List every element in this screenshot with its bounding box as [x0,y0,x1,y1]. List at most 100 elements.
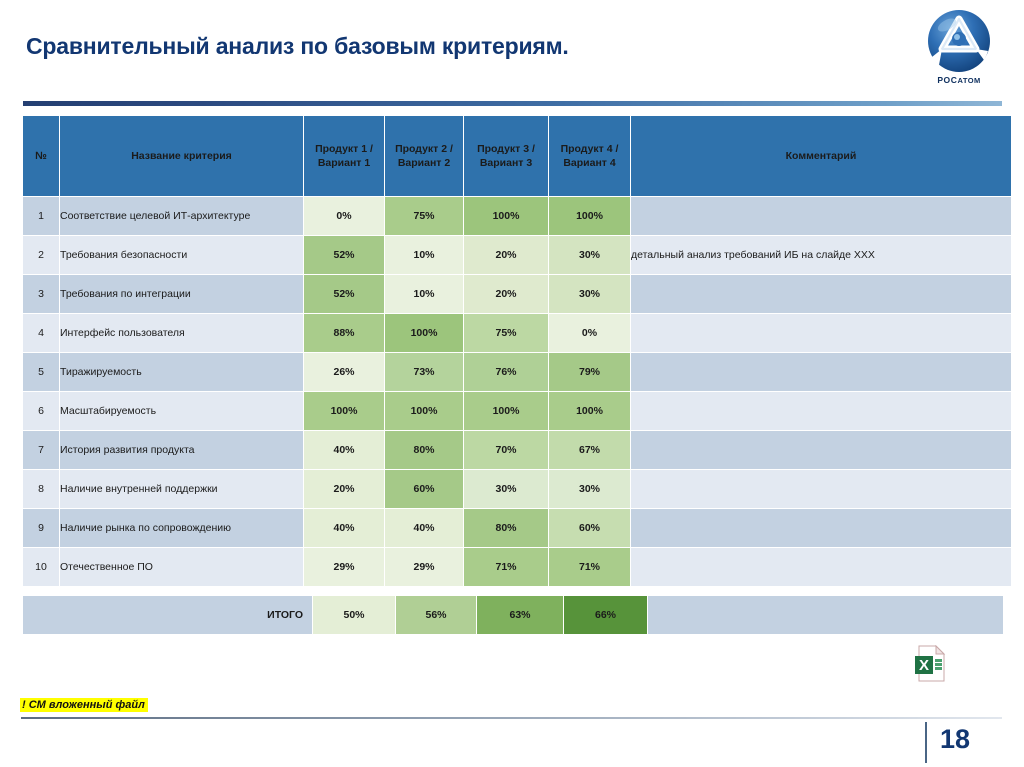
header-product-1-line2: Вариант 1 [317,157,371,169]
score-cell-product-2: 80% [385,431,463,469]
header-product-2-line1: Продукт 2 / [395,142,453,155]
header-product-1: Продукт 1 / Вариант 1 [304,116,384,196]
header-product-3-line2: Вариант 3 [479,157,533,169]
comment-cell [631,197,1011,235]
score-cell-product-1: 26% [304,353,384,391]
score-cell-product-3: 100% [464,392,548,430]
page-title: Сравнительный анализ по базовым критерия… [26,33,569,59]
score-cell-product-3: 71% [464,548,548,586]
score-cell-product-2: 100% [385,392,463,430]
table-row: 6 Масштабируемость 100% 100% 100% 100% [23,392,1011,430]
table-row: 10 Отечественное ПО 29% 29% 71% 71% [23,548,1011,586]
totals-value-product-3: 63% [477,596,563,634]
row-number: 7 [23,431,59,469]
score-cell-product-3: 30% [464,470,548,508]
score-cell-product-2: 10% [385,236,463,274]
page-number: 18 [940,724,971,754]
score-cell-product-4: 30% [549,470,630,508]
criterion-name: Наличие рынка по сопровождению [60,509,303,547]
criterion-name: Наличие внутренней поддержки [60,470,303,508]
totals-value-product-2: 56% [396,596,476,634]
totals-value-product-4: 66% [564,596,647,634]
score-cell-product-1: 100% [304,392,384,430]
score-cell-product-2: 100% [385,314,463,352]
score-cell-product-2: 29% [385,548,463,586]
criterion-name: Требования безопасности [60,236,303,274]
excel-file-icon[interactable]: X [914,644,948,683]
rosatom-logo-mark [928,10,990,72]
row-number: 10 [23,548,59,586]
score-cell-product-2: 75% [385,197,463,235]
rosatom-logo: РОСАТОМ [912,8,1006,96]
table-row: 8 Наличие внутренней поддержки 20% 60% 30% 30… [23,470,1011,508]
header-product-2-line2: Вариант 2 [397,157,451,169]
header-product-4-line2: Вариант 4 [563,157,616,169]
row-number: 6 [23,392,59,430]
row-number: 5 [23,353,59,391]
header-product-4-line1: Продукт 4 / [560,142,619,155]
comment-cell [631,314,1011,352]
table-row: 9 Наличие рынка по сопровождению 40% 40% 80%… [23,509,1011,547]
comment-cell [631,548,1011,586]
comment-cell [631,509,1011,547]
header-criterion-name: Название критерия [60,116,303,196]
header-product-2: Продукт 2 / Вариант 2 [385,116,463,196]
comment-cell [631,392,1011,430]
header-number: № [23,116,59,196]
criterion-name: Требования по интеграции [60,275,303,313]
table-row: 1 Соответствие целевой ИТ-архитектуре 0% 75… [23,197,1011,235]
totals-row: ИТОГО 50% 56% 63% 66% [23,596,1003,634]
header-comment: Комментарий [631,116,1011,196]
comment-cell [631,431,1011,469]
score-cell-product-1: 29% [304,548,384,586]
svg-text:X: X [919,657,929,674]
comment-cell [631,275,1011,313]
score-cell-product-4: 100% [549,197,630,235]
table-row: 2 Требования безопасности 52% 10% 20% 30% дета… [23,236,1011,274]
score-cell-product-4: 67% [549,431,630,469]
score-cell-product-2: 10% [385,275,463,313]
comment-cell: детальный анализ требований ИБ на слайде… [631,236,1011,274]
comparison-table: № Название критерия Продукт 1 / Вариант … [22,115,1011,587]
attachment-note: ! СМ вложенный файл [20,698,148,712]
totals-value-product-1: 50% [313,596,395,634]
score-cell-product-4: 30% [549,275,630,313]
footer-divider [21,717,1002,719]
row-number: 2 [23,236,59,274]
criterion-name: Отечественное ПО [60,548,303,586]
comment-cell [631,353,1011,391]
comment-cell [631,470,1011,508]
rosatom-logo-text: РОСАТОМ [937,75,981,85]
score-cell-product-1: 88% [304,314,384,352]
score-cell-product-4: 0% [549,314,630,352]
score-cell-product-4: 30% [549,236,630,274]
score-cell-product-4: 100% [549,392,630,430]
table-row: 7 История развития продукта 40% 80% 70% 67% [23,431,1011,469]
score-cell-product-4: 79% [549,353,630,391]
row-number: 4 [23,314,59,352]
score-cell-product-3: 20% [464,275,548,313]
table-row: 3 Требования по интеграции 52% 10% 20% 30% [23,275,1011,313]
totals-label: ИТОГО [23,596,312,634]
header-product-4: Продукт 4 / Вариант 4 [549,116,630,196]
header-product-3: Продукт 3 / Вариант 3 [464,116,548,196]
header-divider [23,101,1002,106]
score-cell-product-3: 70% [464,431,548,469]
table-row: 4 Интерфейс пользователя 88% 100% 75% 0% [23,314,1011,352]
score-cell-product-3: 20% [464,236,548,274]
score-cell-product-1: 20% [304,470,384,508]
score-cell-product-1: 0% [304,197,384,235]
row-number: 1 [23,197,59,235]
header-product-3-line1: Продукт 3 / [477,142,535,155]
row-number: 9 [23,509,59,547]
criterion-name: История развития продукта [60,431,303,469]
score-cell-product-1: 40% [304,431,384,469]
score-cell-product-3: 75% [464,314,548,352]
page-number-divider [925,722,927,763]
criterion-name: Соответствие целевой ИТ-архитектуре [60,197,303,235]
table-row: 5 Тиражируемость 26% 73% 76% 79% [23,353,1011,391]
score-cell-product-1: 52% [304,275,384,313]
header-product-1-line1: Продукт 1 / [315,142,373,155]
score-cell-product-3: 100% [464,197,548,235]
score-cell-product-3: 80% [464,509,548,547]
